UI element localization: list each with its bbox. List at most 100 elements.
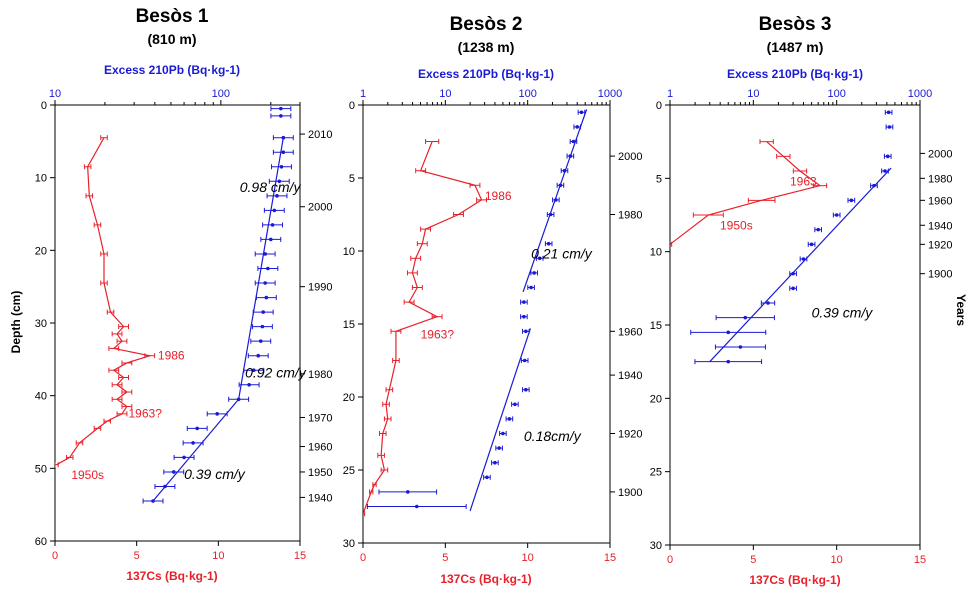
pb-point bbox=[247, 382, 251, 387]
cs-tick-label: 0 bbox=[667, 554, 673, 566]
year-tick-label: 1980 bbox=[928, 173, 952, 185]
pb-point bbox=[513, 402, 517, 407]
panel-besos-1: Besòs 1 (810 m) Excess 210Pb (Bq·kg-1) 1… bbox=[9, 6, 332, 583]
depth-tick-label: 30 bbox=[343, 538, 355, 550]
cs-tick-label: 5 bbox=[442, 552, 448, 564]
depth-tick-label: 0 bbox=[656, 100, 662, 112]
year-tick-label: 1960 bbox=[928, 195, 952, 207]
year-tick-label: 1940 bbox=[308, 492, 332, 504]
pb-point bbox=[575, 125, 580, 129]
pb-tick-label: 100 bbox=[212, 88, 230, 100]
year-tick-label: 1940 bbox=[928, 220, 952, 232]
depth-tick-label: 15 bbox=[650, 320, 662, 332]
pb-fit-line bbox=[522, 109, 588, 293]
plot-data bbox=[55, 106, 294, 504]
pb-point bbox=[195, 426, 199, 431]
year-tick-label: 1950 bbox=[308, 467, 332, 479]
cs-event-annotation: 1963 bbox=[790, 175, 817, 189]
pb-point bbox=[272, 208, 277, 213]
pb-point bbox=[546, 241, 551, 246]
pb-tick-label: 10 bbox=[747, 88, 759, 100]
cs-event-annotation: 1986 bbox=[158, 348, 185, 362]
top-axis-label: Excess 210Pb (Bq·kg-1) bbox=[418, 67, 554, 81]
year-tick-label: 1900 bbox=[928, 269, 952, 281]
pb-point bbox=[171, 470, 176, 474]
depth-tick-label: 25 bbox=[343, 465, 355, 477]
cs-tick-label: 15 bbox=[914, 554, 926, 566]
year-tick-label: 1920 bbox=[618, 429, 642, 441]
pb-point bbox=[883, 169, 887, 173]
left-axis-label: Depth (cm) bbox=[9, 291, 23, 354]
year-tick-label: 1980 bbox=[308, 369, 332, 381]
pb-fit-line bbox=[709, 167, 892, 363]
pb-point bbox=[532, 271, 536, 275]
pb-point bbox=[886, 110, 891, 115]
plot-area: 0 5 10 15 20 25 30 0 5 10 15 1 10 100 1000 2000 1980 1960… bbox=[650, 88, 953, 566]
pb-point bbox=[270, 223, 275, 227]
depth-tick-label: 5 bbox=[656, 173, 662, 185]
pb-point bbox=[275, 194, 279, 198]
top-axis-label: Excess 210Pb (Bq·kg-1) bbox=[727, 67, 863, 81]
panel-title: Besòs 3 bbox=[759, 14, 832, 35]
year-tick-label: 1920 bbox=[928, 239, 952, 251]
top-axis-label: Excess 210Pb (Bq·kg-1) bbox=[104, 63, 240, 77]
year-tick-label: 1980 bbox=[618, 210, 642, 222]
year-tick-label: 2000 bbox=[928, 148, 952, 160]
depth-tick-label: 20 bbox=[650, 393, 662, 405]
pb-point bbox=[738, 345, 743, 349]
pb-point bbox=[816, 227, 820, 232]
pb-point bbox=[726, 359, 731, 364]
pb-point bbox=[281, 135, 286, 140]
cs-event-annotation: 1950s bbox=[71, 468, 104, 482]
pb-point bbox=[279, 106, 283, 111]
pb-fit-line bbox=[238, 137, 284, 400]
pb-tick-label: 10 bbox=[49, 88, 61, 100]
cs-tick-label: 10 bbox=[831, 554, 843, 566]
pb-point bbox=[414, 504, 419, 509]
cs-tick-label: 15 bbox=[604, 552, 616, 564]
pb-point bbox=[264, 295, 269, 300]
depth-tick-label: 10 bbox=[650, 247, 662, 259]
plot-data bbox=[363, 109, 588, 517]
pb-tick-label: 100 bbox=[827, 88, 845, 100]
pb-point bbox=[522, 314, 526, 319]
panel-besos-2: Besòs 2 (1238 m) Excess 210Pb (Bq·kg-1) … bbox=[343, 14, 643, 586]
pb-fit-line bbox=[469, 328, 531, 512]
cs-event-annotation: 1950s bbox=[720, 219, 753, 233]
bottom-axis-label: 137Cs (Bq·kg-1) bbox=[749, 573, 840, 587]
pb-point bbox=[191, 441, 195, 445]
depth-tick-label: 60 bbox=[35, 536, 47, 548]
depth-tick-label: 15 bbox=[343, 319, 355, 331]
depth-tick-label: 5 bbox=[349, 173, 355, 185]
depth-tick-label: 30 bbox=[35, 318, 47, 330]
accumulation-rate-label: 0.21 cm/y bbox=[531, 245, 593, 261]
pb-point bbox=[258, 339, 263, 343]
pb-tick-label: 1 bbox=[667, 88, 673, 100]
pb-tick-label: 100 bbox=[518, 88, 536, 100]
depth-tick-label: 10 bbox=[343, 246, 355, 258]
pb-point bbox=[256, 353, 261, 358]
pb-point bbox=[537, 256, 542, 261]
depth-tick-label: 40 bbox=[35, 391, 47, 403]
cs-tick-label: 5 bbox=[750, 554, 756, 566]
pb-tick-label: 1000 bbox=[598, 88, 622, 100]
year-tick-label: 1900 bbox=[618, 487, 642, 499]
panel-title: Besòs 2 bbox=[450, 14, 523, 35]
pb-point bbox=[497, 446, 501, 450]
year-tick-label: 1970 bbox=[308, 412, 332, 424]
depth-tick-label: 20 bbox=[343, 392, 355, 404]
year-tick-label: 2000 bbox=[308, 202, 332, 214]
panel-title: Besòs 1 bbox=[136, 6, 209, 27]
cs-tick-label: 10 bbox=[212, 550, 224, 562]
pb-point bbox=[215, 412, 219, 416]
right-axis-label: Years bbox=[954, 294, 968, 326]
pb-point bbox=[524, 387, 528, 392]
year-tick-label: 1960 bbox=[308, 442, 332, 454]
pb-point bbox=[260, 324, 265, 329]
cs-event-annotation: 1963? bbox=[421, 328, 455, 342]
plot-data bbox=[670, 109, 894, 365]
pb-point bbox=[182, 455, 186, 460]
year-tick-label: 2000 bbox=[618, 151, 642, 163]
depth-tick-label: 0 bbox=[349, 100, 355, 112]
